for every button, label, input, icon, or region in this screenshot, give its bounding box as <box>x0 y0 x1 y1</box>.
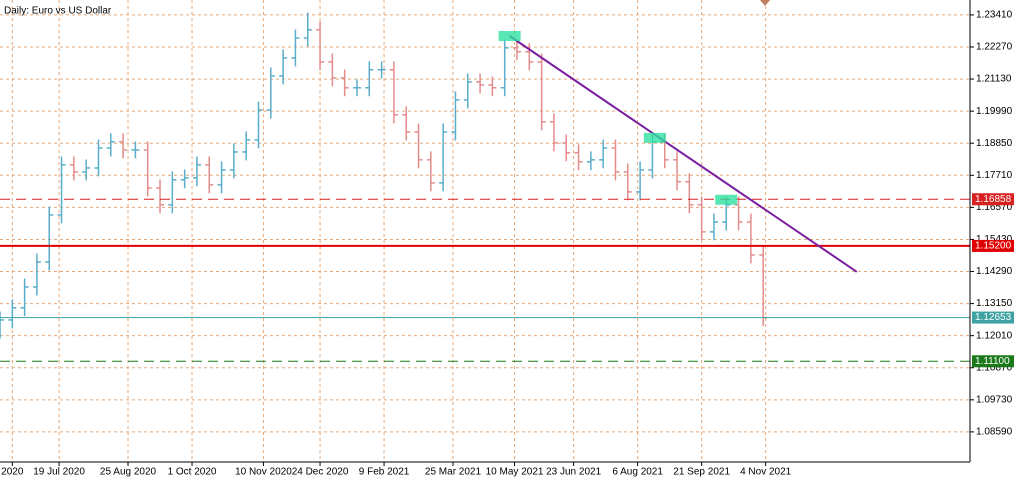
highlight <box>715 194 738 205</box>
x-tick-label: 19 Jul 2020 <box>33 467 85 478</box>
price-label-box <box>972 311 1014 324</box>
x-tick-label: 4 Nov 2021 <box>740 467 792 478</box>
grid <box>0 0 970 462</box>
y-tick-label: 1.17710 <box>976 170 1013 181</box>
x-tick-label: 25 Mar 2021 <box>425 467 482 478</box>
chart-title: Daily: Euro vs US Dollar <box>4 6 112 17</box>
trendline <box>509 35 858 273</box>
y-tick-label: 1.14290 <box>976 266 1013 277</box>
x-tick-label: 24 Dec 2020 <box>292 467 349 478</box>
price-label-box <box>972 239 1014 252</box>
x-tick-label: 21 Sep 2021 <box>673 467 730 478</box>
y-tick-label: 1.13150 <box>976 298 1013 309</box>
x-tick-label: 1 Oct 2020 <box>168 467 217 478</box>
highlight <box>643 132 666 143</box>
x-tick-label: 25 Aug 2020 <box>100 467 157 478</box>
price-label: 1.15200 <box>975 241 1012 252</box>
x-tick-label: 23 Jun 2021 <box>546 467 601 478</box>
y-tick-label: 1.19990 <box>976 106 1013 117</box>
y-tick-label: 1.15430 <box>976 234 1013 245</box>
y-tick-label: 1.09730 <box>976 394 1013 405</box>
price-label: 1.16858 <box>975 194 1012 205</box>
price-label-box <box>972 193 1014 206</box>
y-tick-label: 1.18850 <box>976 138 1013 149</box>
y-tick-label: 1.23410 <box>976 10 1013 21</box>
y-tick-label: 1.22270 <box>976 42 1013 53</box>
y-tick-label: 1.12010 <box>976 330 1013 341</box>
x-tick-label: 10 May 2021 <box>486 467 544 478</box>
y-tick-label: 1.16570 <box>976 202 1013 213</box>
x-tick-label: 9 Feb 2021 <box>359 467 410 478</box>
x-tick-label: 6 Aug 2021 <box>612 467 663 478</box>
marks <box>0 12 970 362</box>
x-tick-label: 2020 <box>1 467 24 478</box>
x-tick-label: 10 Nov 2020 <box>235 467 292 478</box>
shift-marker <box>760 0 770 6</box>
y-tick-label: 1.21130 <box>976 74 1012 85</box>
price-label-box <box>972 355 1014 368</box>
price-label: 1.12653 <box>975 312 1012 323</box>
y-tick-label: 1.10870 <box>976 362 1013 373</box>
price-label: 1.11100 <box>975 356 1010 367</box>
y-tick-label: 1.08590 <box>976 427 1013 438</box>
highlight <box>498 31 521 42</box>
